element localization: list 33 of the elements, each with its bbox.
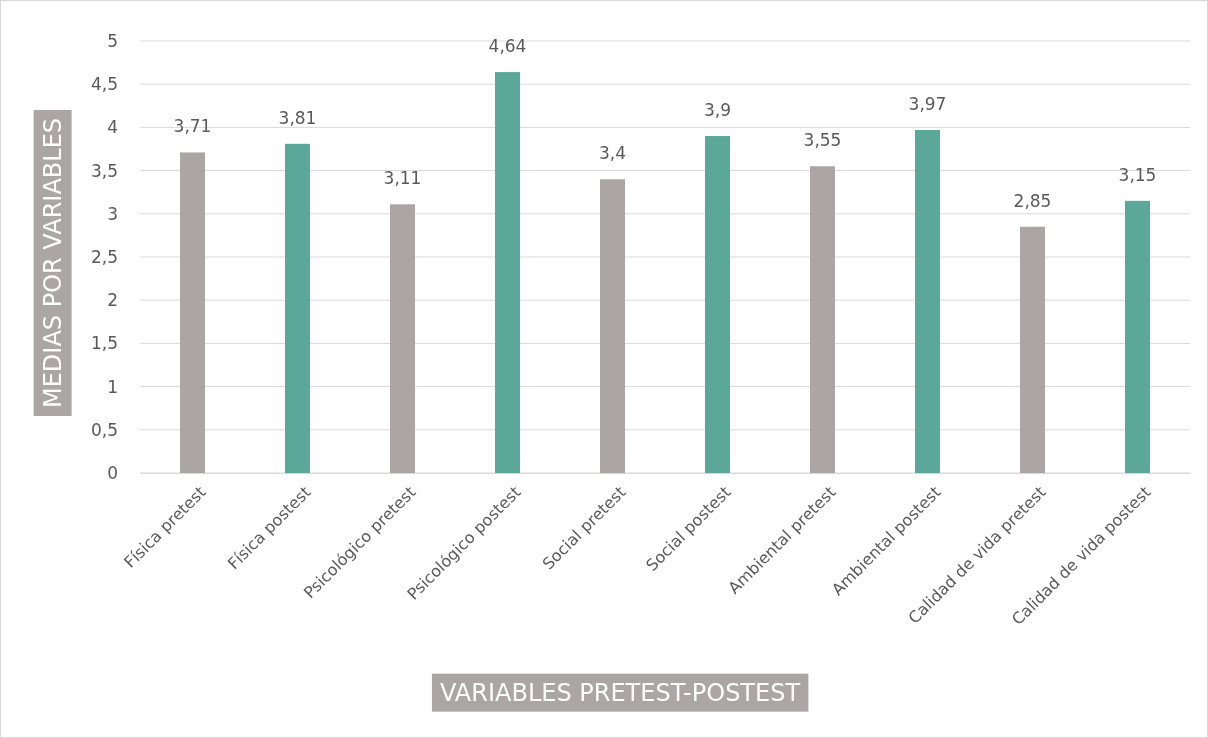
bar: [600, 179, 625, 473]
bar: [1125, 200, 1150, 473]
bar: [810, 166, 835, 473]
data-label: 3,15: [1118, 164, 1157, 185]
y-tick-label: 3,5: [90, 160, 118, 181]
data-label: 4,64: [488, 36, 527, 57]
data-label: 3,4: [598, 143, 627, 164]
y-tick-label: 2: [107, 290, 118, 311]
y-tick-label: 5: [107, 30, 118, 51]
y-tick-label: 4,5: [90, 74, 118, 95]
x-axis-title: VARIABLES PRETEST-POSTEST: [439, 678, 801, 707]
y-tick-label: 2,5: [90, 246, 118, 267]
y-tick-label: 0,5: [90, 419, 118, 440]
data-label: 3,9: [703, 100, 732, 121]
data-label: 2,85: [1013, 190, 1052, 211]
data-label: 3,81: [278, 107, 317, 128]
bar: [390, 204, 415, 473]
bar: [915, 129, 940, 473]
y-tick-label: 3: [107, 203, 118, 224]
bar: [285, 143, 310, 473]
data-label: 3,97: [908, 93, 947, 114]
bar: [705, 136, 730, 473]
bar: [495, 72, 520, 473]
y-tick-label: 0: [107, 462, 118, 483]
bar: [1020, 226, 1045, 473]
y-tick-label: 1,5: [90, 333, 118, 354]
y-tick-label: 4: [107, 117, 118, 138]
data-label: 3,11: [383, 168, 422, 189]
bar: [180, 152, 205, 473]
data-label: 3,71: [173, 116, 212, 137]
y-axis-title: MEDIAS POR VARIABLES: [38, 117, 67, 409]
y-tick-label: 1: [107, 376, 118, 397]
data-label: 3,55: [803, 130, 842, 151]
